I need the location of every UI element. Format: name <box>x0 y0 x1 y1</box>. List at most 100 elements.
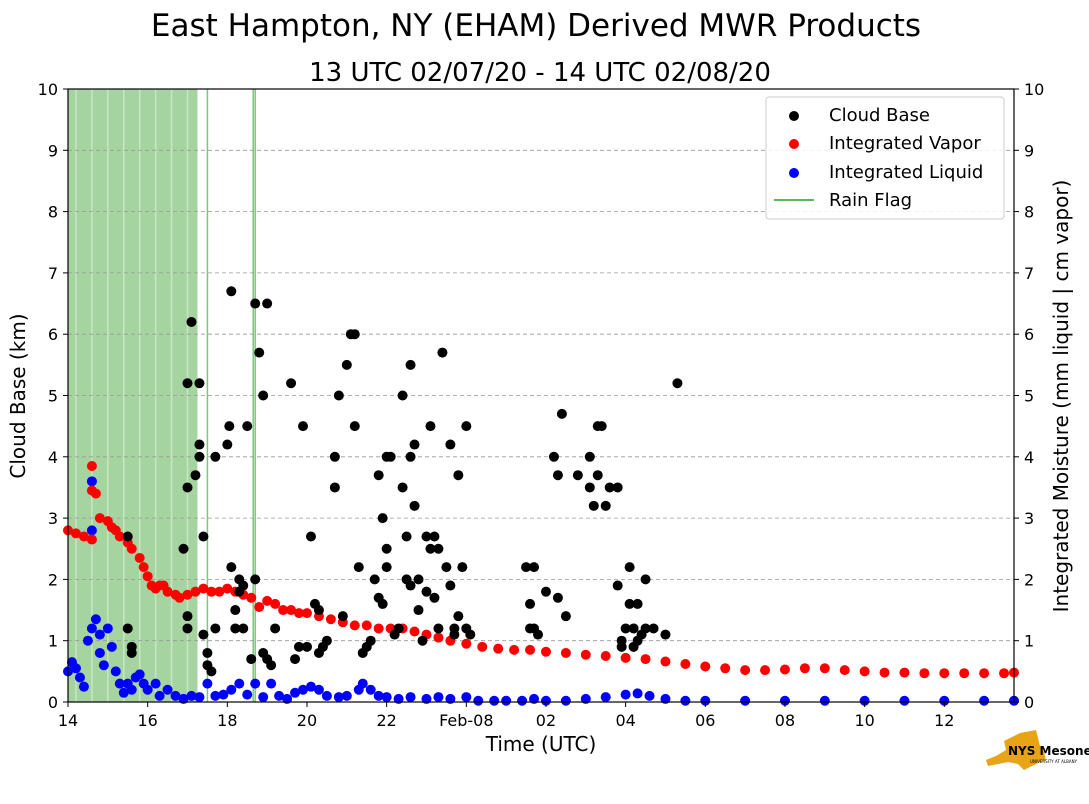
legend-label-integrated-liquid: Integrated Liquid <box>829 162 983 183</box>
cloud-base-point <box>413 605 424 616</box>
legend-marker-integrated-vapor <box>789 139 799 149</box>
cloud-base-point <box>182 623 193 634</box>
cloud-base-point <box>421 531 432 542</box>
cloud-base-point <box>349 421 360 432</box>
series-integrated-liquid <box>63 476 1019 706</box>
cloud-base-point <box>397 482 408 493</box>
y-tick-label: 6 <box>48 325 58 344</box>
integrated-vapor-point <box>78 531 89 542</box>
integrated-liquid-point <box>258 692 269 703</box>
cloud-base-point <box>122 623 133 634</box>
cloud-base-point <box>385 451 396 462</box>
cloud-base-point <box>421 586 432 597</box>
cloud-base-point <box>250 574 261 585</box>
cloud-base-point <box>258 390 269 401</box>
integrated-liquid-point <box>74 672 85 683</box>
y-tick-label: 9 <box>48 141 58 160</box>
integrated-liquid-point <box>405 692 416 703</box>
integrated-liquid-point <box>381 692 392 703</box>
cloud-base-point <box>525 598 536 609</box>
cloud-base-point <box>521 562 532 573</box>
cloud-base-point <box>572 470 583 481</box>
integrated-liquid-point <box>242 689 253 700</box>
integrated-liquid-point <box>560 695 571 706</box>
integrated-liquid-point <box>433 692 444 703</box>
cloud-base-point <box>429 531 440 542</box>
integrated-liquid-point <box>102 623 113 634</box>
integrated-vapor-point <box>720 663 731 674</box>
cloud-base-point <box>286 378 297 389</box>
integrated-vapor-point <box>700 661 711 672</box>
cloud-base-point <box>433 623 444 634</box>
integrated-vapor-point <box>325 614 336 625</box>
integrated-liquid-point <box>779 695 790 706</box>
cloud-base-point <box>210 623 221 634</box>
cloud-base-point <box>198 531 209 542</box>
cloud-base-point <box>648 623 659 634</box>
y-right-tick-label: 8 <box>1024 203 1034 222</box>
integrated-liquid-point <box>70 663 81 674</box>
cloud-base-point <box>381 543 392 554</box>
integrated-vapor-point <box>182 589 193 600</box>
integrated-vapor-point <box>799 663 810 674</box>
integrated-vapor-point <box>86 534 97 545</box>
integrated-vapor-point <box>206 586 217 597</box>
data-layer <box>63 286 1019 706</box>
cloud-base-point <box>405 359 416 370</box>
integrated-liquid-point <box>305 681 316 692</box>
cloud-base-point <box>660 629 671 640</box>
cloud-base-point <box>194 451 205 462</box>
y-tick-label: 5 <box>48 387 58 406</box>
integrated-liquid-point <box>126 684 137 695</box>
cloud-base-point <box>298 421 309 432</box>
integrated-vapor-point <box>114 531 125 542</box>
integrated-liquid-point <box>473 695 484 706</box>
integrated-vapor-point <box>278 605 289 616</box>
cloud-base-point <box>441 562 452 573</box>
integrated-vapor-point <box>246 592 257 603</box>
integrated-vapor-point <box>560 647 571 658</box>
integrated-vapor-point <box>477 641 488 652</box>
cloud-base-point <box>238 580 249 591</box>
cloud-base-point <box>596 421 607 432</box>
cloud-base-point <box>246 654 257 665</box>
x-tick-label: 02 <box>536 711 556 730</box>
integrated-vapor-point <box>198 583 209 594</box>
integrated-liquid-point <box>517 695 528 706</box>
y-tick-label: 7 <box>48 264 58 283</box>
x-tick-label: 08 <box>775 711 795 730</box>
cloud-base-point <box>417 635 428 646</box>
integrated-vapor-point <box>373 623 384 634</box>
cloud-base-point <box>429 592 440 603</box>
cloud-base-point <box>226 562 237 573</box>
cloud-base-point <box>270 623 281 634</box>
integrated-vapor-point <box>349 620 360 631</box>
integrated-vapor-point <box>174 592 185 603</box>
cloud-base-point <box>182 482 193 493</box>
y-tick-label: 3 <box>48 509 58 528</box>
cloud-base-point <box>409 500 420 511</box>
cloud-base-point <box>198 629 209 640</box>
y-right-tick-label: 1 <box>1024 632 1034 651</box>
integrated-liquid-point <box>110 666 121 677</box>
integrated-liquid-point <box>94 629 105 640</box>
legend-label-rain-flag: Rain Flag <box>829 190 912 211</box>
cloud-base-point <box>616 641 627 652</box>
cloud-base-point <box>126 641 137 652</box>
integrated-vapor-point <box>94 513 105 524</box>
cloud-base-point <box>242 421 253 432</box>
cloud-base-point <box>632 598 643 609</box>
integrated-vapor-point <box>286 605 297 616</box>
integrated-liquid-point <box>98 660 109 671</box>
cloud-base-point <box>433 543 444 554</box>
integrated-liquid-point <box>680 695 691 706</box>
integrated-liquid-point <box>250 678 261 689</box>
y-tick-label: 4 <box>48 448 58 467</box>
cloud-base-point <box>672 378 683 389</box>
cloud-base-point <box>377 513 388 524</box>
cloud-base-point <box>592 470 603 481</box>
logo-text: NYS Mesonet <box>1008 744 1089 758</box>
cloud-base-point <box>226 286 237 297</box>
cloud-base-point <box>409 439 420 450</box>
integrated-liquid-point <box>819 695 830 706</box>
